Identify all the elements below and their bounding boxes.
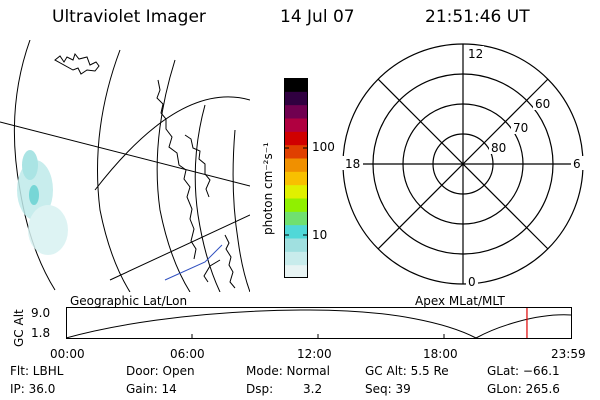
lat-label-70: 70 <box>513 121 528 135</box>
polar-mlt-plot: 12 18 6 0 60 70 80 <box>341 43 585 289</box>
coastline <box>54 52 100 75</box>
colorbar-swatch <box>284 251 308 266</box>
glat-status: GLat: −66.1 <box>487 364 560 378</box>
date-label: 14 Jul 07 <box>280 7 355 27</box>
coastline <box>203 259 221 283</box>
instrument-title: Ultraviolet Imager <box>52 7 206 27</box>
gain-status: Gain: 14 <box>126 382 177 396</box>
lat-label-80: 80 <box>491 141 506 155</box>
mode-status: Mode: Normal <box>246 364 330 378</box>
altitude-timeline <box>66 307 572 339</box>
seq-status: Seq: 39 <box>365 382 411 396</box>
timeline-tick-2359: 23:59 <box>551 347 586 361</box>
glon-status: GLon: 265.6 <box>487 382 560 396</box>
colorbar-swatch <box>284 91 308 106</box>
timeline-tick-0600: 06:00 <box>170 347 205 361</box>
lat-arc <box>232 129 250 292</box>
colorbar-swatch <box>284 211 308 226</box>
mlt-label-12: 12 <box>468 47 483 61</box>
lat-arc <box>156 59 191 292</box>
colorbar-swatch <box>284 104 308 119</box>
door-status: Door: Open <box>126 364 195 378</box>
colorbar-swatch <box>284 118 308 132</box>
dsp-value: 3.2 <box>303 382 323 396</box>
colorbar-swatch <box>284 158 308 172</box>
lon-line <box>109 214 250 281</box>
colorbar-swatch <box>284 238 308 252</box>
lat-arc <box>97 49 131 292</box>
colorbar-swatch <box>284 131 308 146</box>
colorbar-tick-10: 10 <box>312 228 328 242</box>
timeline-tick-1800: 18:00 <box>423 347 458 361</box>
colorbar-swatch <box>284 78 308 92</box>
coastline <box>184 134 211 198</box>
timeline-ymax: 9.0 <box>31 306 51 320</box>
colorbar-swatch <box>284 198 308 212</box>
mlt-label-6: 6 <box>573 157 581 171</box>
geographic-map <box>0 40 250 292</box>
timeline-ylabel: GC Alt <box>12 309 26 347</box>
ip-status: IP: 36.0 <box>10 382 56 396</box>
timeline-tick-1200: 12:00 <box>297 347 332 361</box>
coastline <box>156 79 197 260</box>
coastline <box>224 234 236 289</box>
colorbar-swatch <box>284 144 308 159</box>
color-scale-bar <box>284 78 308 278</box>
dsp-label: Dsp: <box>246 382 274 396</box>
timeline-tick-0000: 00:00 <box>50 347 85 361</box>
gc-alt-status: GC Alt: 5.5 Re <box>365 364 449 378</box>
lat-arc <box>194 104 221 292</box>
colorbar-tick-100: 100 <box>312 140 335 154</box>
mlt-line-diag2 <box>377 78 549 250</box>
mlt-label-18: 18 <box>345 157 360 171</box>
lat-label-60: 60 <box>535 97 550 111</box>
timeline-ymin: 1.8 <box>31 326 51 340</box>
colorbar-swatch <box>284 224 308 239</box>
mlt-label-0: 0 <box>468 275 476 289</box>
lon-line <box>94 96 250 191</box>
satellite-track <box>164 244 223 281</box>
apex-mlat-mlt-label: Apex MLat/MLT <box>415 294 505 308</box>
emission-patch <box>17 150 68 255</box>
geographic-latlon-label: Geographic Lat/Lon <box>70 294 188 308</box>
lon-line <box>0 121 250 187</box>
colorbar-swatch <box>284 264 308 278</box>
time-label: 21:51:46 UT <box>425 7 530 27</box>
colorbar-swatch <box>284 184 308 199</box>
colorbar-swatch <box>284 171 308 186</box>
filter-status: Flt: LBHL <box>10 364 64 378</box>
altitude-curve <box>66 309 572 339</box>
colorbar-unit-label: photon cm⁻²s⁻¹ <box>261 142 275 235</box>
